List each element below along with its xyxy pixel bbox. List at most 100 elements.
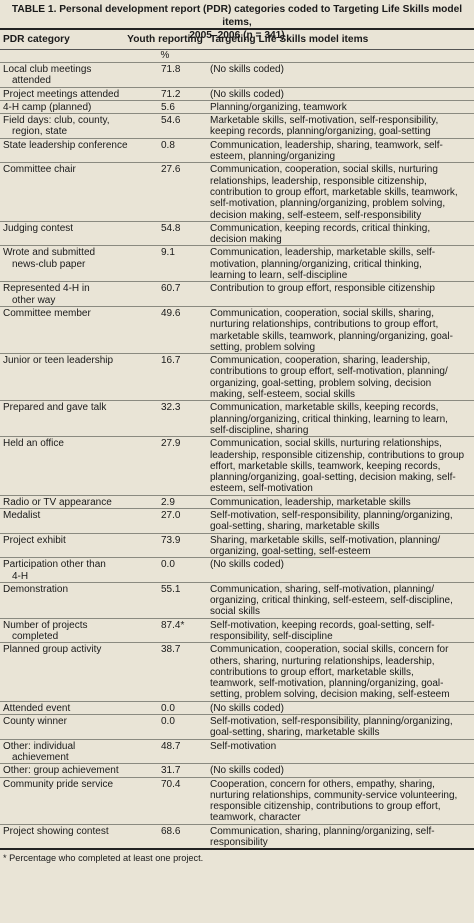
tls-items-text: Communication, sharing, planning/organiz… xyxy=(210,825,435,837)
tls-items-cell: Sharing, marketable skills, self-motivat… xyxy=(205,535,474,558)
tls-items-cell: Communication, keeping records, critical… xyxy=(205,223,474,246)
table-row: Project exhibit 73.9 Sharing, marketable s… xyxy=(0,532,474,558)
tls-items-text: planning/organizing, goal-setting, decis… xyxy=(210,472,456,484)
youth-reporting-cell: 49.6 xyxy=(161,307,181,319)
table-body: Local club meetings attended 71.8 (No skill… xyxy=(0,62,474,848)
tls-items-text: keeping records, planning/organizing, go… xyxy=(210,126,431,138)
youth-reporting-cell: 0.0 xyxy=(161,559,175,571)
table-row: Judging contest 54.8 Communication, keepin… xyxy=(0,220,474,246)
tls-items-text: organizing, goal-setting, problem solvin… xyxy=(210,377,432,389)
tls-items-cell: (No skills coded) xyxy=(205,559,474,582)
tls-items-cell: Self-motivation, keeping records, goal-s… xyxy=(205,620,474,643)
tls-items-text: learning to learn, self-discipline xyxy=(210,270,348,282)
pdr-category-text: Medalist xyxy=(3,510,41,522)
youth-reporting-cell: 16.7 xyxy=(161,355,181,367)
pdr-category-cell: 4-H camp (planned) xyxy=(0,102,125,113)
table-row: Medalist 27.0 Self-motivation, self-respon… xyxy=(0,508,474,533)
tls-items-text: Communication, leadership, marketable sk… xyxy=(210,247,436,259)
tls-items-text: motivation, planning/organizing, critica… xyxy=(210,258,422,270)
table-row: Prepared and gave talk 32.3 Communication,… xyxy=(0,400,474,436)
pdr-category-cell: County winner xyxy=(0,716,125,739)
table-row: Other: individual achievement 48.7 Self-mot… xyxy=(0,738,474,764)
tls-items-text: contribution to group effort, marketable… xyxy=(210,186,458,198)
tls-items-text: (No skills coded) xyxy=(210,559,284,571)
pdr-category-text: Project meetings attended xyxy=(3,88,120,100)
pdr-category-cell: Project meetings attended xyxy=(0,89,125,100)
unit-percent: % xyxy=(160,50,170,61)
tls-items-cell: Self-motivation, self-responsibility, pl… xyxy=(205,716,474,739)
tls-items-text: (No skills coded) xyxy=(210,64,284,75)
table-row: Local club meetings attended 71.8 (No skill… xyxy=(0,62,474,87)
pdr-category-text: attended xyxy=(12,75,51,87)
pdr-category-cell: Planned group activity xyxy=(0,644,125,701)
pdr-category-text: Participation other than xyxy=(3,559,106,571)
pdr-category-text: Committee chair xyxy=(3,164,76,176)
youth-reporting-cell: 48.7 xyxy=(161,740,181,752)
tls-items-text: Communication, marketable skills, keepin… xyxy=(210,402,439,414)
pdr-category-cell: Participation other than 4-H xyxy=(0,559,125,582)
pdr-category-text: Local club meetings xyxy=(3,64,92,75)
pdr-category-text: Represented 4-H in xyxy=(3,283,90,295)
youth-reporting-cell: 0.0 xyxy=(161,702,175,714)
pdr-category-cell: Prepared and gave talk xyxy=(0,402,125,436)
tls-items-cell: Communication, marketable skills, keepin… xyxy=(205,402,474,436)
pdr-category-cell: Project exhibit xyxy=(0,535,125,558)
tls-items-text: Planning/organizing, teamwork xyxy=(210,101,347,113)
table-row: County winner 0.0 Self-motivation, self-re… xyxy=(0,714,474,739)
pdr-category-text: Junior or teen leadership xyxy=(3,355,114,367)
tls-items-text: goal-setting, sharing, marketable skills xyxy=(210,521,380,533)
table-row: State leadership conference 0.8 Communicat… xyxy=(0,137,474,163)
table-row: Participation other than 4-H 0.0 (No skills… xyxy=(0,557,474,582)
pdr-category-cell: Committee chair xyxy=(0,164,125,221)
pdr-category-cell: Other: group achievement xyxy=(0,765,125,776)
pdr-category-cell: Represented 4-H in other way xyxy=(0,283,125,306)
table-row: Represented 4-H in other way 60.7 Contribut… xyxy=(0,281,474,306)
youth-reporting-cell: 0.8 xyxy=(161,139,175,151)
tls-items-text: self-motivation, planning/organizing, pr… xyxy=(210,198,446,210)
tls-items-text: decision making, self-esteem, self-respo… xyxy=(210,209,422,221)
tls-items-text: setting, problem solving, decision makin… xyxy=(210,689,450,701)
youth-reporting-cell: 71.2 xyxy=(161,88,181,100)
pdr-category-text: Wrote and submitted xyxy=(3,247,96,259)
tls-items-text: (No skills coded) xyxy=(210,702,284,714)
youth-reporting-cell: 27.0 xyxy=(161,510,181,522)
tls-items-text: responsibility xyxy=(210,837,268,849)
table-row: Other: group achievement 31.7 (No skills c… xyxy=(0,763,474,776)
table-row: Attended event 0.0 (No skills coded) xyxy=(0,700,474,714)
tls-items-text: Communication, sharing, self-motivation,… xyxy=(210,583,434,595)
pdr-category-cell: State leadership conference xyxy=(0,140,128,163)
pdr-category-text: Other: group achievement xyxy=(3,765,119,777)
tls-items-text: others, sharing, nurturing relationships… xyxy=(210,655,435,667)
tls-items-cell: Marketable skills, self-motivation, self… xyxy=(205,115,474,138)
tls-items-text: Communication, cooperation, social skill… xyxy=(210,164,438,176)
tls-items-text: organizing, goal-setting, self-esteem xyxy=(210,545,371,557)
pdr-category-text: County winner xyxy=(3,716,67,728)
pdr-category-cell: Junior or teen leadership xyxy=(0,355,125,400)
table-row: Planned group activity 38.7 Communication,… xyxy=(0,642,474,701)
tls-items-text: planning/organizing, critical thinking, … xyxy=(210,413,448,425)
tls-items-text: teamwork, character xyxy=(210,812,301,824)
table-row: Wrote and submitted news-club paper 9.1 Com… xyxy=(0,245,474,281)
tls-items-text: Self-motivation xyxy=(210,740,277,752)
pdr-category-text: Prepared and gave talk xyxy=(3,402,107,414)
youth-reporting-cell: 73.9 xyxy=(161,534,181,546)
pdr-category-text: Radio or TV appearance xyxy=(3,496,112,508)
pdr-category-cell: Held an office xyxy=(0,438,125,495)
tls-items-text: Communication, cooperation, sharing, lea… xyxy=(210,355,431,367)
pdr-category-text: Committee member xyxy=(3,307,91,319)
pdr-category-cell: Attended event xyxy=(0,703,125,714)
top-rule xyxy=(0,28,474,30)
pdr-category-cell: Radio or TV appearance xyxy=(0,497,125,508)
tls-items-text: contributions to group effort, marketabl… xyxy=(210,666,414,678)
youth-reporting-cell: 70.4 xyxy=(161,778,181,790)
tls-items-text: self-discipline, sharing xyxy=(210,424,309,436)
table-row: Held an office 27.9 Communication, social … xyxy=(0,436,474,495)
tls-items-cell: Contribution to group effort, responsibl… xyxy=(205,283,474,306)
pdr-category-cell: Demonstration xyxy=(0,584,125,618)
pdr-category-cell: Other: individual achievement xyxy=(0,741,125,764)
unit-row: % xyxy=(0,50,474,62)
pdr-category-text: Number of projects xyxy=(3,619,88,631)
tls-items-text: Marketable skills, self-motivation, self… xyxy=(210,115,439,127)
pdr-category-text: Project showing contest xyxy=(3,825,109,837)
